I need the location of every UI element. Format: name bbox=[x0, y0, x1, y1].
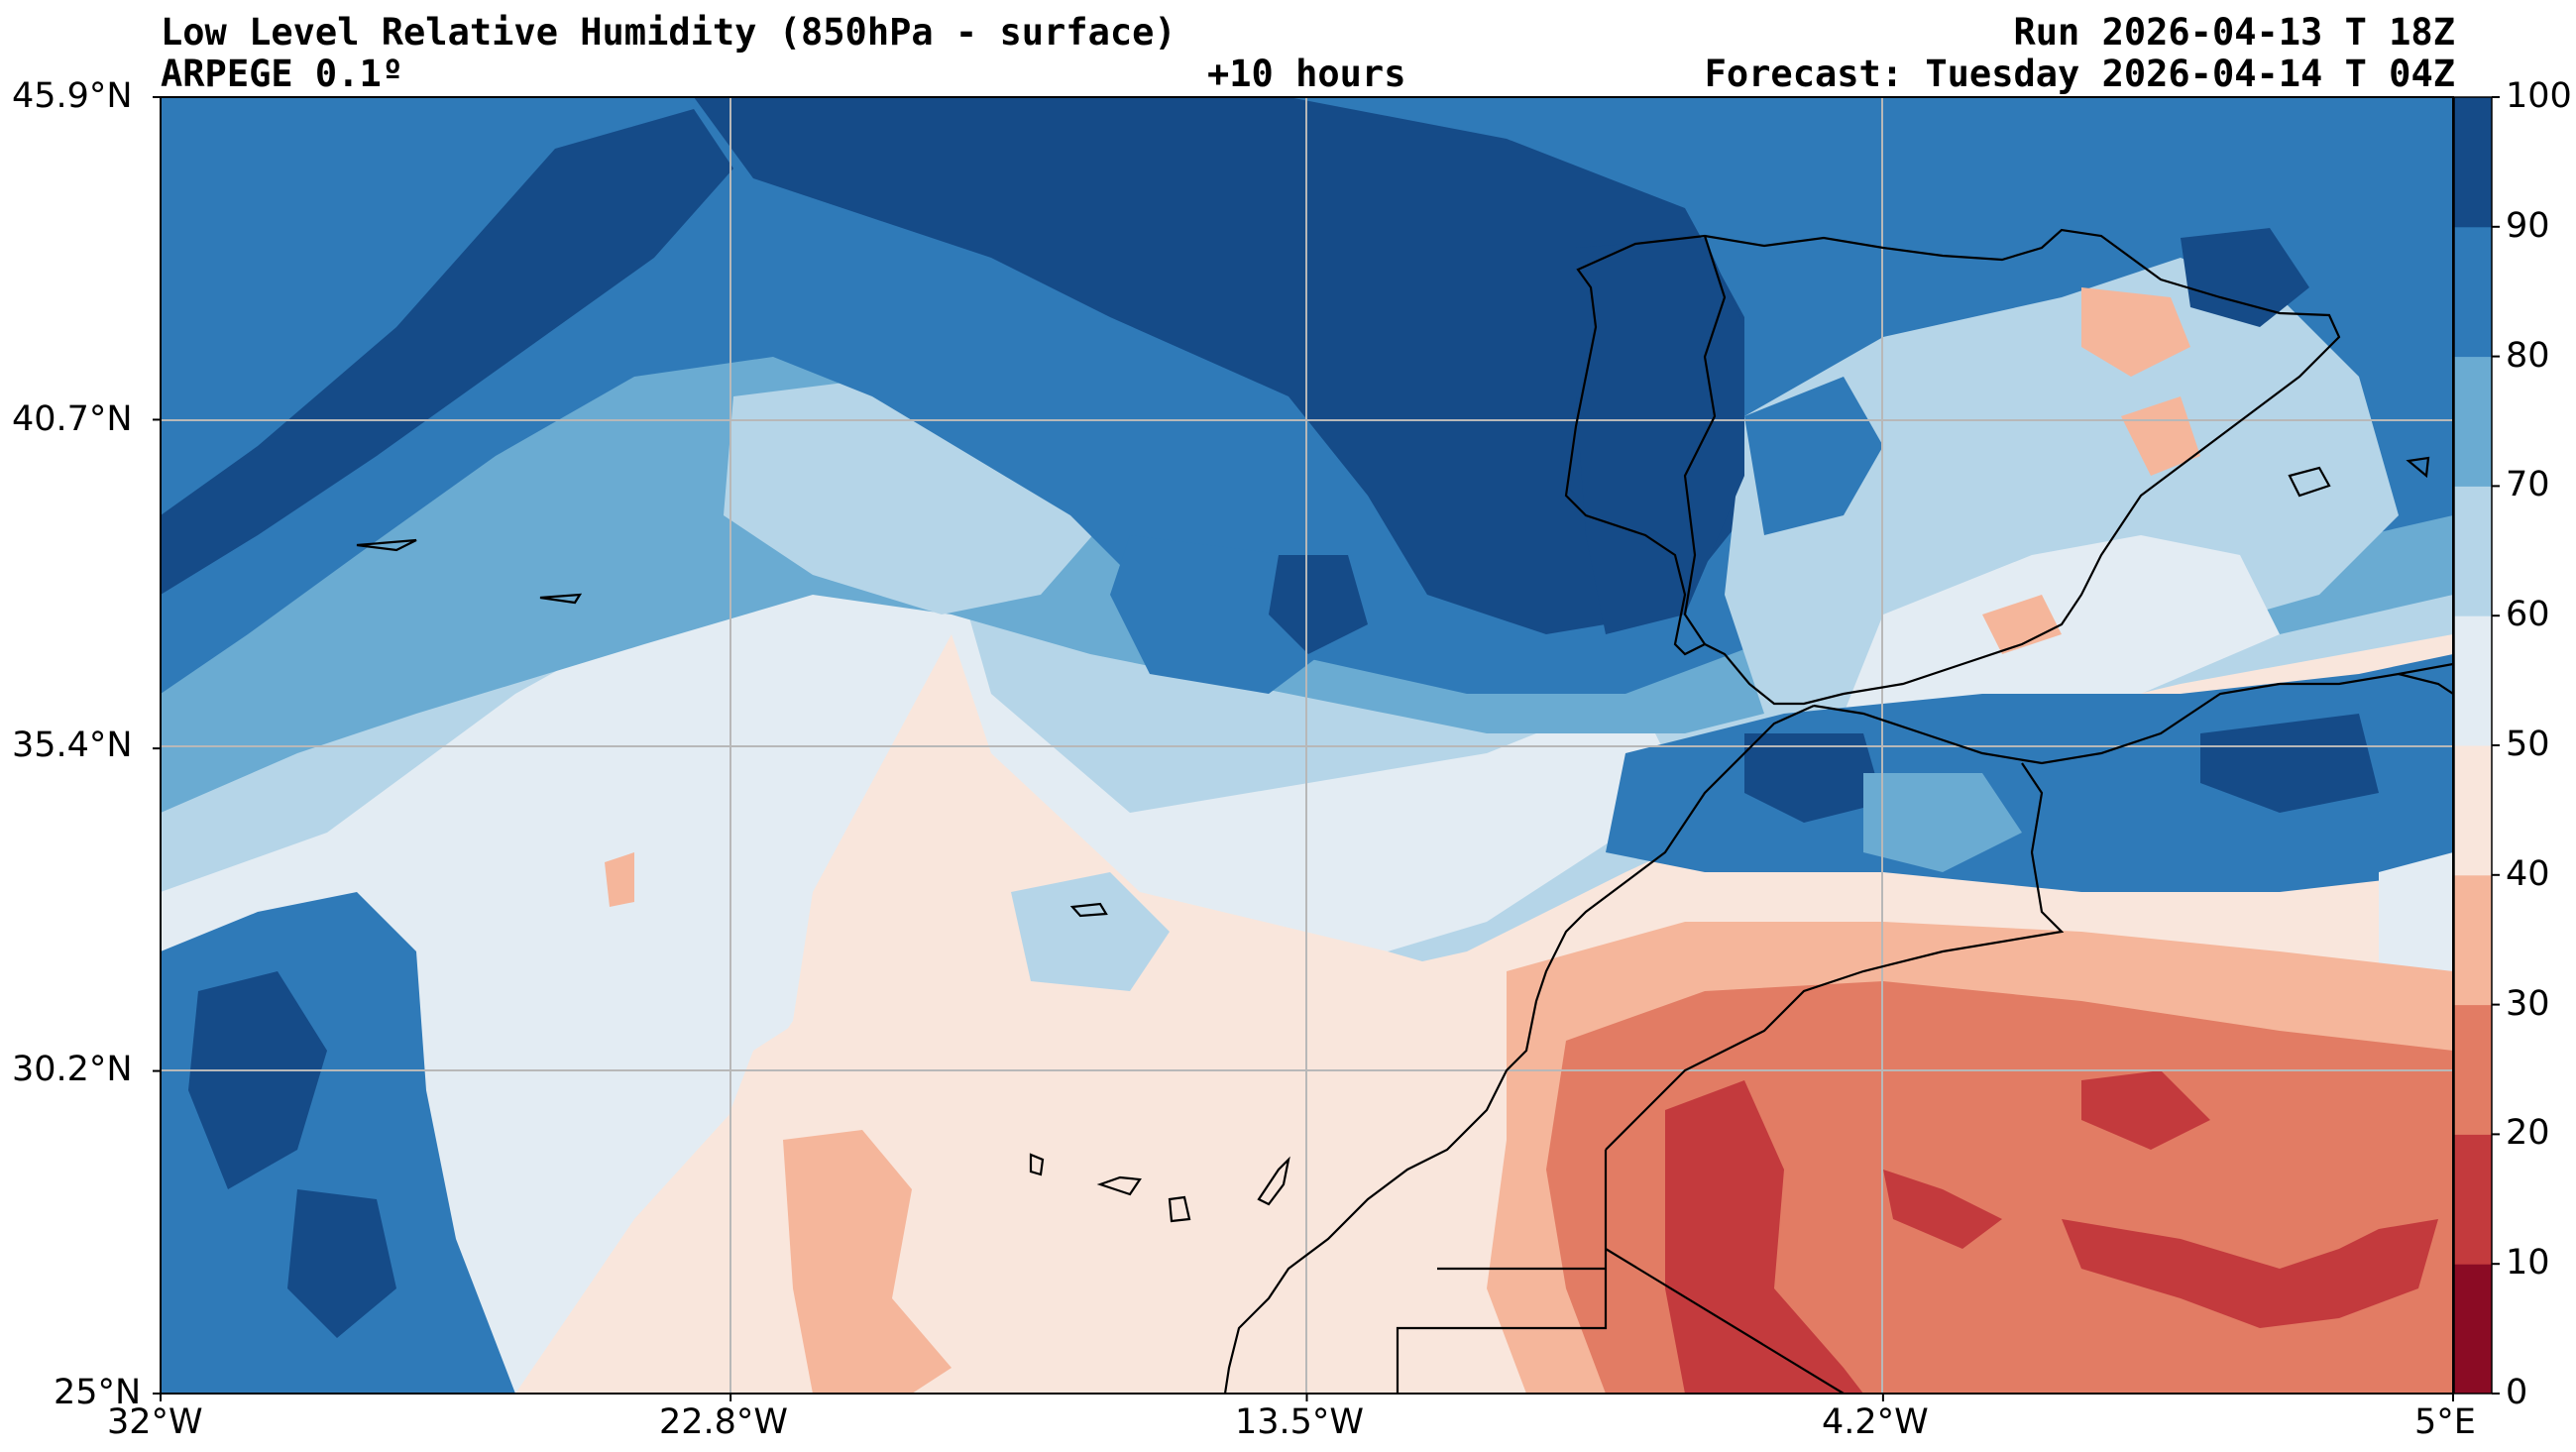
sardinia bbox=[2406, 456, 2430, 479]
colorbar-segment bbox=[2454, 745, 2492, 876]
balearic bbox=[2288, 466, 2331, 498]
iberia-coast bbox=[1564, 228, 2341, 706]
run-label: Run 2026-04-13 T 18Z bbox=[2013, 11, 2455, 54]
colorbar-label: 0 bbox=[2506, 1373, 2528, 1412]
africa-coast bbox=[1223, 662, 2453, 1394]
lon-label: 4.2°W bbox=[1822, 1402, 1929, 1442]
colorbar-segment bbox=[2454, 486, 2492, 616]
colorbar-label: 30 bbox=[2506, 983, 2550, 1024]
colorbar-segment bbox=[2454, 1264, 2492, 1395]
lat-label: 45.9°N bbox=[12, 76, 133, 116]
colorbar-label: 10 bbox=[2506, 1243, 2550, 1284]
colorbar-label: 50 bbox=[2506, 725, 2550, 764]
morocco-algeria-border bbox=[1605, 762, 2065, 1151]
lon-label: 5°E bbox=[2414, 1402, 2476, 1442]
colorbar-segment bbox=[2454, 1134, 2492, 1265]
algeria-tunisia-border bbox=[2398, 672, 2453, 695]
colorbar-segment bbox=[2454, 615, 2492, 746]
lead-time-label: +10 hours bbox=[1207, 53, 1406, 95]
colorbar-segment bbox=[2454, 97, 2492, 228]
map-title: Low Level Relative Humidity (850hPa - su… bbox=[161, 11, 1176, 54]
colorbar-label: 40 bbox=[2506, 853, 2550, 894]
lon-label: 13.5°W bbox=[1235, 1402, 1365, 1442]
colorbar-label: 80 bbox=[2506, 335, 2550, 376]
model-label: ARPEGE 0.1º bbox=[161, 53, 404, 95]
colorbar-label: 70 bbox=[2506, 465, 2550, 505]
western-sahara-border bbox=[1396, 1150, 1845, 1394]
tiny-island-azores-1 bbox=[356, 538, 417, 552]
canary-3 bbox=[1168, 1195, 1191, 1223]
canary-2 bbox=[1096, 1175, 1142, 1196]
colorbar-label: 20 bbox=[2506, 1113, 2550, 1154]
colorbar-label: 100 bbox=[2506, 76, 2572, 116]
colorbar-segment bbox=[2454, 874, 2492, 1006]
coastlines bbox=[356, 228, 2453, 1394]
colorbar-segment bbox=[2454, 226, 2492, 358]
lat-label: 35.4°N bbox=[12, 726, 133, 765]
forecast-label: Forecast: Tuesday 2026-04-14 T 04Z bbox=[1704, 53, 2455, 95]
colorbar-label: 90 bbox=[2506, 205, 2550, 246]
tiny-island-azores-2 bbox=[539, 593, 583, 605]
tiny-island-madeira bbox=[1069, 902, 1108, 918]
lat-label: 40.7°N bbox=[12, 399, 133, 439]
graticule bbox=[161, 97, 2453, 1394]
lat-label: 30.2°N bbox=[12, 1050, 133, 1089]
colorbar-segment bbox=[2454, 356, 2492, 487]
lon-label: 32°W bbox=[107, 1402, 203, 1442]
lon-label: 22.8°W bbox=[659, 1402, 789, 1442]
colorbar-label: 60 bbox=[2506, 595, 2550, 635]
portugal-border bbox=[1683, 235, 1727, 645]
colorbar bbox=[2453, 96, 2500, 1395]
canary-4 bbox=[1257, 1156, 1290, 1206]
canary-1 bbox=[1029, 1153, 1045, 1176]
colorbar-segment bbox=[2454, 1004, 2492, 1135]
lat-label: 25°N bbox=[54, 1373, 142, 1412]
